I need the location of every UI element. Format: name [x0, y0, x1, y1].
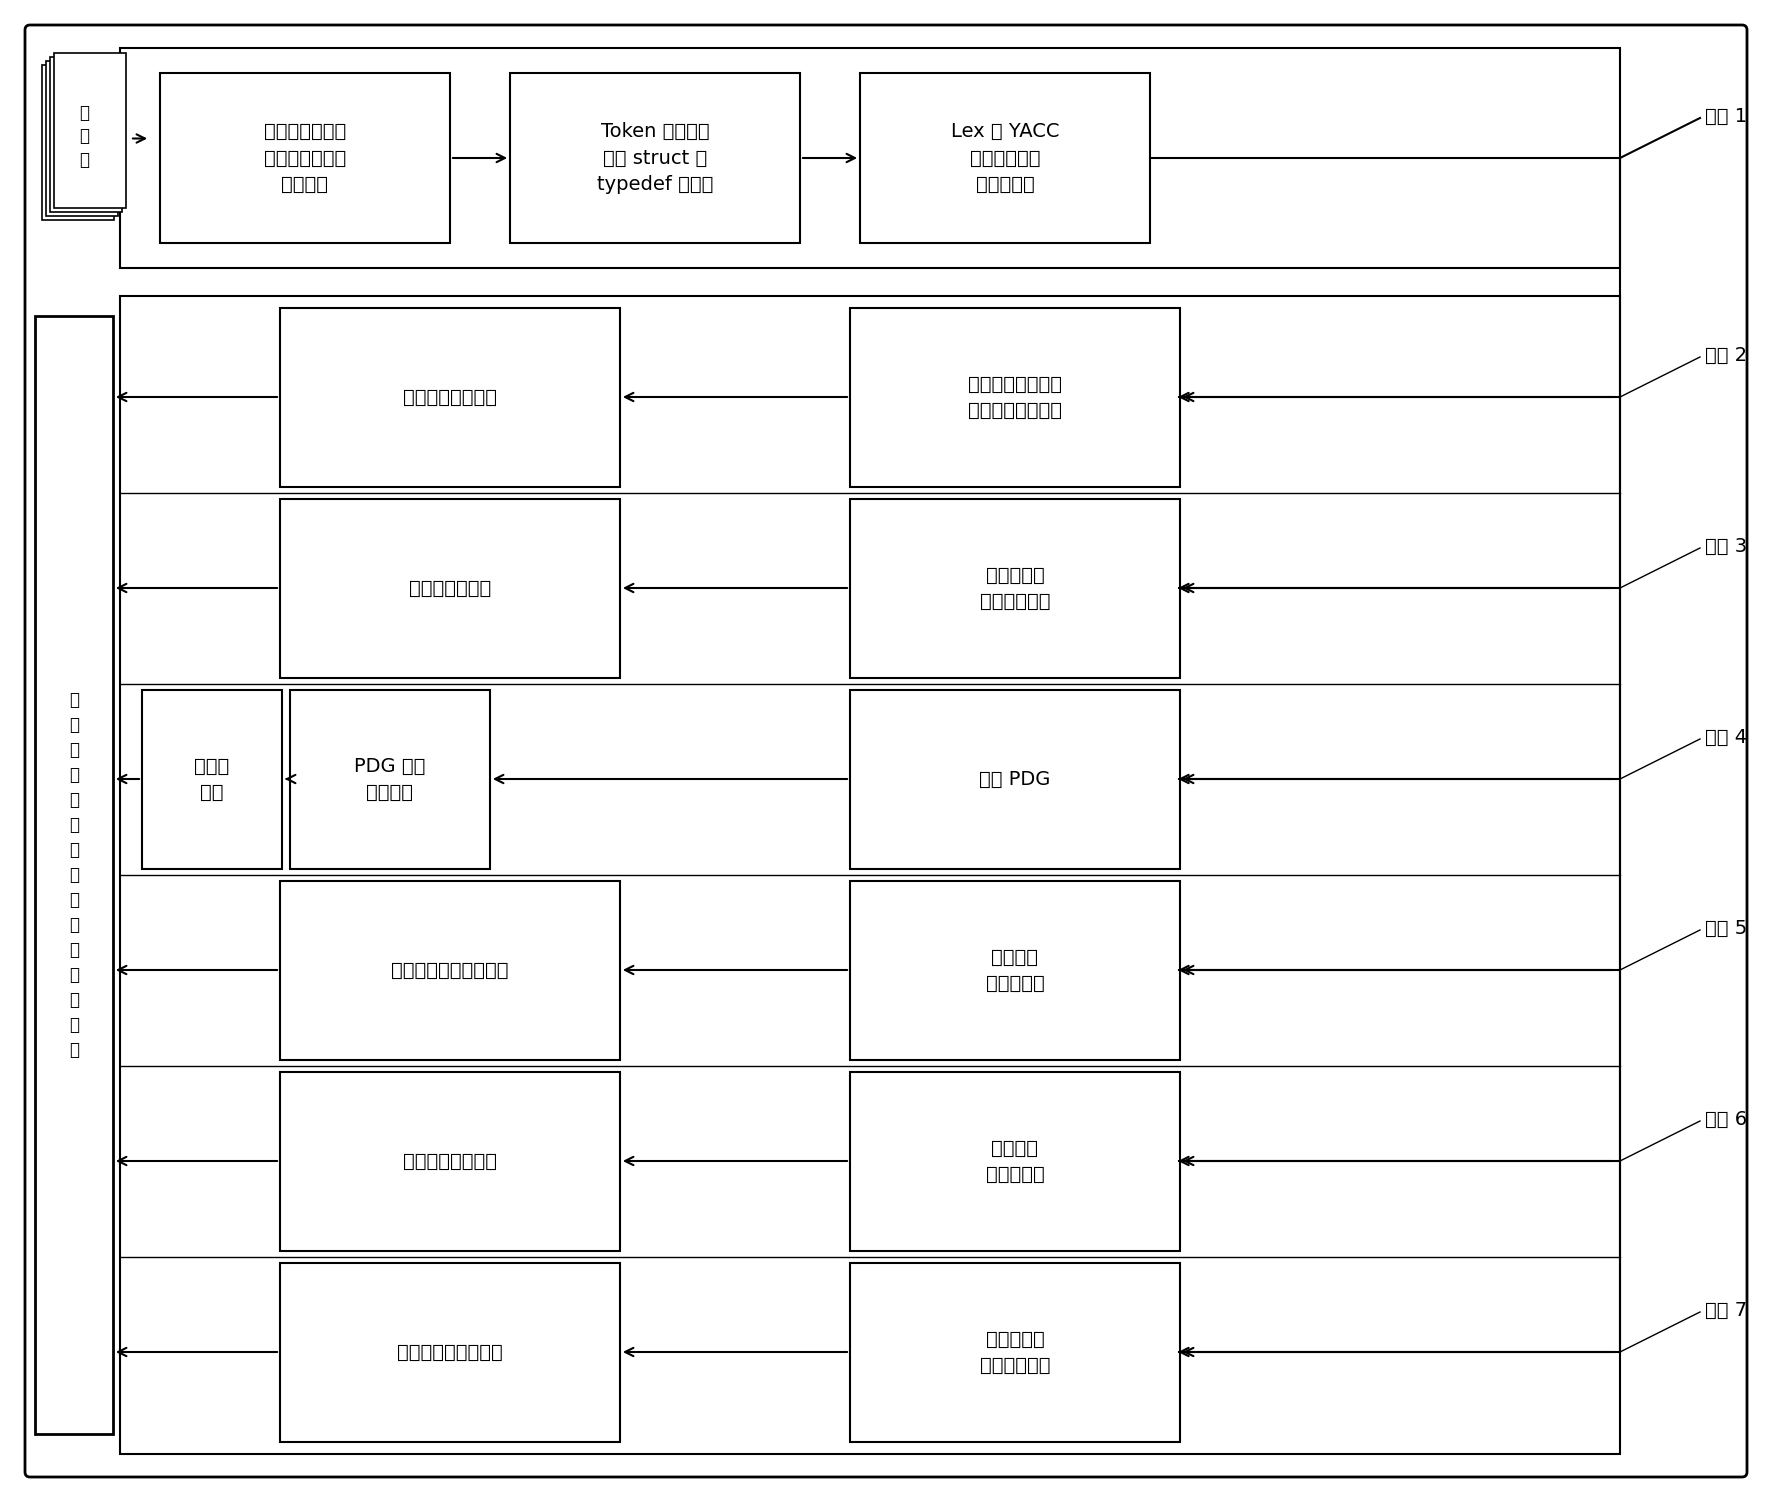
Bar: [43, 65, 113, 219]
Text: 步骤 6: 步骤 6: [1705, 1110, 1747, 1128]
Text: 局部变量的
过程内部分析: 局部变量的 过程内部分析: [980, 566, 1051, 611]
Bar: [53, 53, 126, 207]
Bar: [851, 308, 1180, 487]
Text: 检测冗余的赋值: 检测冗余的赋值: [409, 578, 491, 598]
Bar: [851, 1072, 1180, 1251]
Text: 分析可能包含幂等
操作的语法树子树: 分析可能包含幂等 操作的语法树子树: [968, 376, 1061, 421]
Bar: [851, 1263, 1180, 1442]
Bar: [35, 315, 113, 1434]
Bar: [120, 296, 1620, 1454]
Text: PDG 图的
结构分析: PDG 图的 结构分析: [354, 757, 425, 802]
Text: 检测冗余的条件表达式: 检测冗余的条件表达式: [392, 961, 509, 979]
Text: 函数参数的
过程内部分析: 函数参数的 过程内部分析: [980, 1329, 1051, 1376]
Text: 检测隐式幂等缺陷: 检测隐式幂等缺陷: [402, 1152, 496, 1172]
Bar: [859, 74, 1150, 243]
Text: Lex 和 YACC
环境下生成程
序的语法树: Lex 和 YACC 环境下生成程 序的语法树: [952, 122, 1060, 194]
Text: 步骤 3: 步骤 3: [1705, 536, 1747, 556]
Text: 步骤 7: 步骤 7: [1705, 1301, 1747, 1319]
Bar: [280, 499, 620, 677]
Text: 步骤 2: 步骤 2: [1705, 345, 1747, 365]
Text: 步骤 5: 步骤 5: [1705, 919, 1747, 937]
Text: Token 流分析，
提取 struct 和
typedef 标识符: Token 流分析， 提取 struct 和 typedef 标识符: [597, 122, 712, 194]
Text: 检测死
代码: 检测死 代码: [195, 757, 230, 802]
Text: 生成 PDG: 生成 PDG: [980, 771, 1051, 789]
Text: 步骤 4: 步骤 4: [1705, 727, 1747, 746]
Bar: [851, 882, 1180, 1060]
Bar: [280, 308, 620, 487]
Bar: [46, 62, 119, 216]
Text: 预处理：头文件
包含，宏替换和
条件编译: 预处理：头文件 包含，宏替换和 条件编译: [264, 122, 346, 194]
Text: 检测显式幂等缺陷: 检测显式幂等缺陷: [402, 388, 496, 407]
Text: 检测冗余的函数参数: 检测冗余的函数参数: [397, 1343, 503, 1362]
Bar: [851, 499, 1180, 677]
Text: 步骤 1: 步骤 1: [1705, 107, 1747, 126]
FancyBboxPatch shape: [25, 26, 1747, 1476]
Bar: [159, 74, 450, 243]
Bar: [120, 48, 1620, 267]
Text: 基于路径
的变量分析: 基于路径 的变量分析: [985, 948, 1044, 993]
Bar: [291, 689, 491, 870]
Bar: [50, 57, 122, 212]
Bar: [280, 1263, 620, 1442]
Bar: [280, 882, 620, 1060]
Text: 基于路径
的变量分析: 基于路径 的变量分析: [985, 1139, 1044, 1184]
Bar: [142, 689, 282, 870]
Bar: [510, 74, 799, 243]
Text: 输
出
冗
余
代
码
相
关
的
缺
陷
检
测
报
告: 输 出 冗 余 代 码 相 关 的 缺 陷 检 测 报 告: [69, 691, 80, 1059]
Bar: [851, 689, 1180, 870]
Bar: [280, 1072, 620, 1251]
Text: 源
程
序: 源 程 序: [80, 104, 89, 170]
